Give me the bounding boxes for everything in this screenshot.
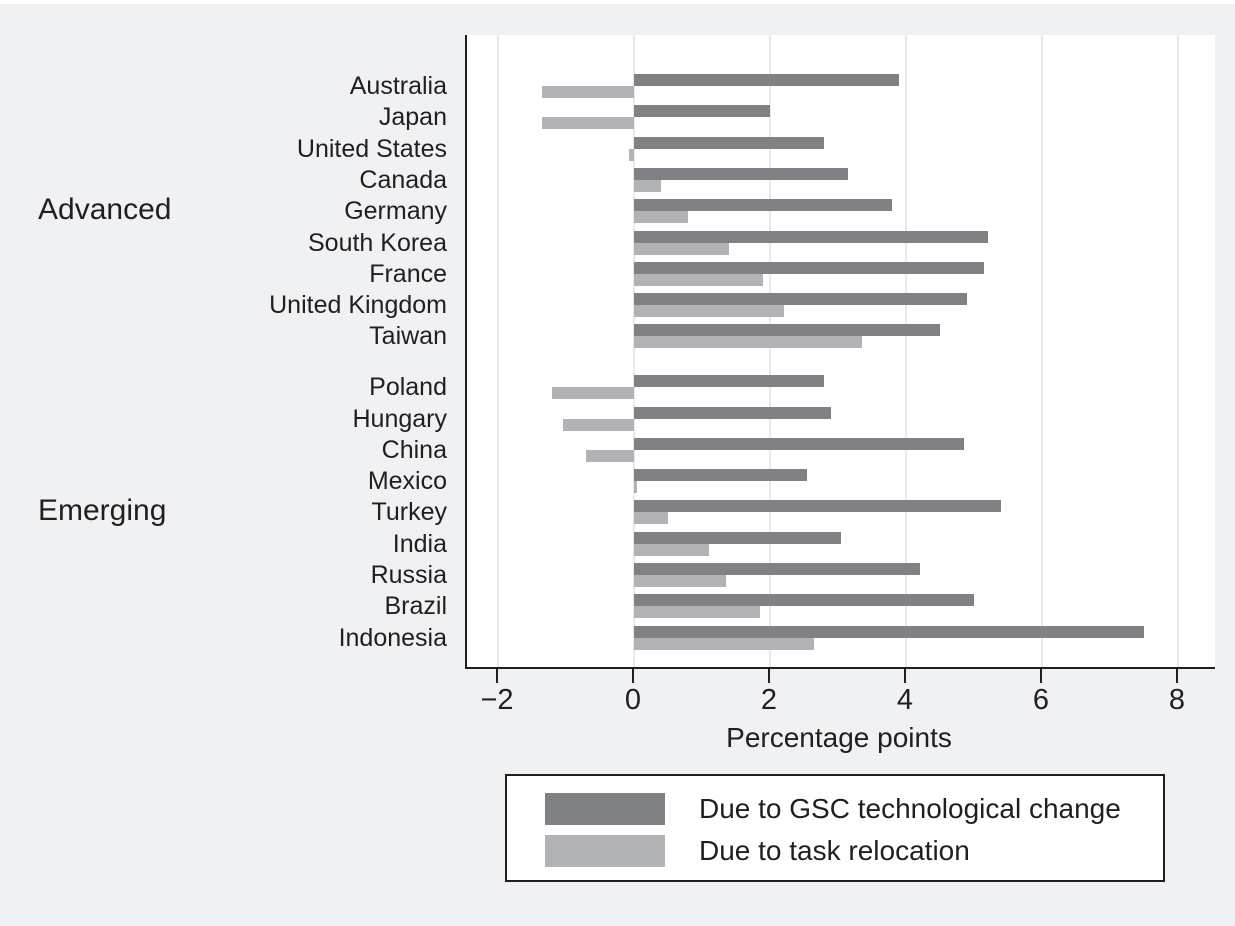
bar-relocation-china <box>586 449 634 462</box>
bar-relocation-mexico <box>634 481 638 494</box>
x-tick-8 <box>1176 669 1178 683</box>
bar-relocation-taiwan <box>634 336 862 349</box>
country-label-indonesia: Indonesia <box>338 623 447 652</box>
legend-label-gsc: Due to GSC technological change <box>699 793 1121 824</box>
bar-gsc-united-kingdom <box>634 293 968 306</box>
x-axis-title: Percentage points <box>726 722 952 753</box>
country-label-germany: Germany <box>344 197 447 226</box>
gridline--2 <box>497 35 499 667</box>
country-label-russia: Russia <box>370 561 447 589</box>
bar-gsc-turkey <box>634 500 1002 513</box>
bar-relocation-canada <box>634 179 662 192</box>
country-label-united-kingdom: United Kingdom <box>269 291 447 320</box>
x-tick-label--2: −2 <box>480 684 514 716</box>
bar-relocation-indonesia <box>634 637 815 650</box>
legend-item-gsc: Due to GSC technological change <box>545 792 1121 826</box>
bar-relocation-russia <box>634 575 726 587</box>
x-tick-label-8: 8 <box>1168 684 1186 716</box>
legend-swatch-gsc-icon <box>545 793 665 825</box>
bar-gsc-china <box>634 437 964 450</box>
bar-gsc-indonesia <box>634 625 1144 638</box>
country-label-australia: Australia <box>349 72 447 100</box>
bar-gsc-mexico <box>634 469 808 482</box>
country-label-turkey: Turkey <box>371 498 447 527</box>
legend-swatch-relocation-icon <box>545 835 665 867</box>
plot-area <box>465 35 1215 669</box>
bar-gsc-brazil <box>634 594 974 607</box>
gridline-8 <box>1177 35 1179 667</box>
bar-relocation-poland <box>552 387 634 400</box>
bar-gsc-australia <box>634 74 900 86</box>
x-tick-label-4: 4 <box>896 684 914 716</box>
x-tick-0 <box>632 669 634 683</box>
country-label-taiwan: Taiwan <box>369 322 447 351</box>
bar-relocation-germany <box>634 211 689 224</box>
bar-relocation-brazil <box>634 606 760 619</box>
legend-label-relocation: Due to task relocation <box>699 835 970 866</box>
legend-item-relocation: Due to task relocation <box>545 834 970 868</box>
bar-relocation-united-kingdom <box>634 305 784 318</box>
country-label-brazil: Brazil <box>384 592 447 621</box>
country-label-france: France <box>369 259 447 288</box>
bar-relocation-japan <box>542 117 634 130</box>
gridline-4 <box>905 35 907 667</box>
country-label-japan: Japan <box>378 103 447 132</box>
bar-gsc-france <box>634 261 985 274</box>
x-tick-label-6: 6 <box>1032 684 1050 716</box>
country-label-mexico: Mexico <box>367 467 447 496</box>
x-tick-6 <box>1040 669 1042 683</box>
bar-relocation-turkey <box>634 512 668 525</box>
bar-relocation-united-states <box>629 148 634 161</box>
gridline-0 <box>633 35 635 667</box>
bar-gsc-united-states <box>634 136 825 149</box>
bar-relocation-australia <box>542 86 634 98</box>
bar-gsc-south-korea <box>634 230 988 243</box>
bar-relocation-south-korea <box>634 242 730 255</box>
bar-gsc-india <box>634 531 842 544</box>
group-label-emerging: Emerging <box>38 494 167 528</box>
bar-relocation-india <box>634 543 709 556</box>
country-label-china: China <box>381 435 447 464</box>
x-tick-2 <box>768 669 770 683</box>
country-label-hungary: Hungary <box>352 404 448 433</box>
bar-gsc-taiwan <box>634 324 940 337</box>
country-label-poland: Poland <box>369 373 447 402</box>
country-label-united-states: United States <box>296 134 447 163</box>
country-label-canada: Canada <box>359 165 447 194</box>
bar-relocation-hungary <box>562 418 634 431</box>
bar-gsc-poland <box>634 375 825 388</box>
gridline-6 <box>1041 35 1043 667</box>
country-label-india: India <box>392 529 447 558</box>
bar-gsc-canada <box>634 167 849 180</box>
gridline-2 <box>769 35 771 667</box>
bar-gsc-hungary <box>634 406 832 419</box>
x-tick-label-2: 2 <box>760 684 778 716</box>
x-tick-label-0: 0 <box>624 684 642 716</box>
x-tick--2 <box>496 669 498 683</box>
bar-gsc-russia <box>634 563 920 575</box>
country-label-south-korea: South Korea <box>308 228 447 257</box>
bar-relocation-france <box>634 273 764 286</box>
bar-gsc-japan <box>634 105 770 118</box>
group-label-advanced: Advanced <box>38 193 172 227</box>
x-tick-4 <box>904 669 906 683</box>
legend: Due to GSC technological change Due to t… <box>505 774 1165 882</box>
bar-gsc-germany <box>634 199 893 212</box>
